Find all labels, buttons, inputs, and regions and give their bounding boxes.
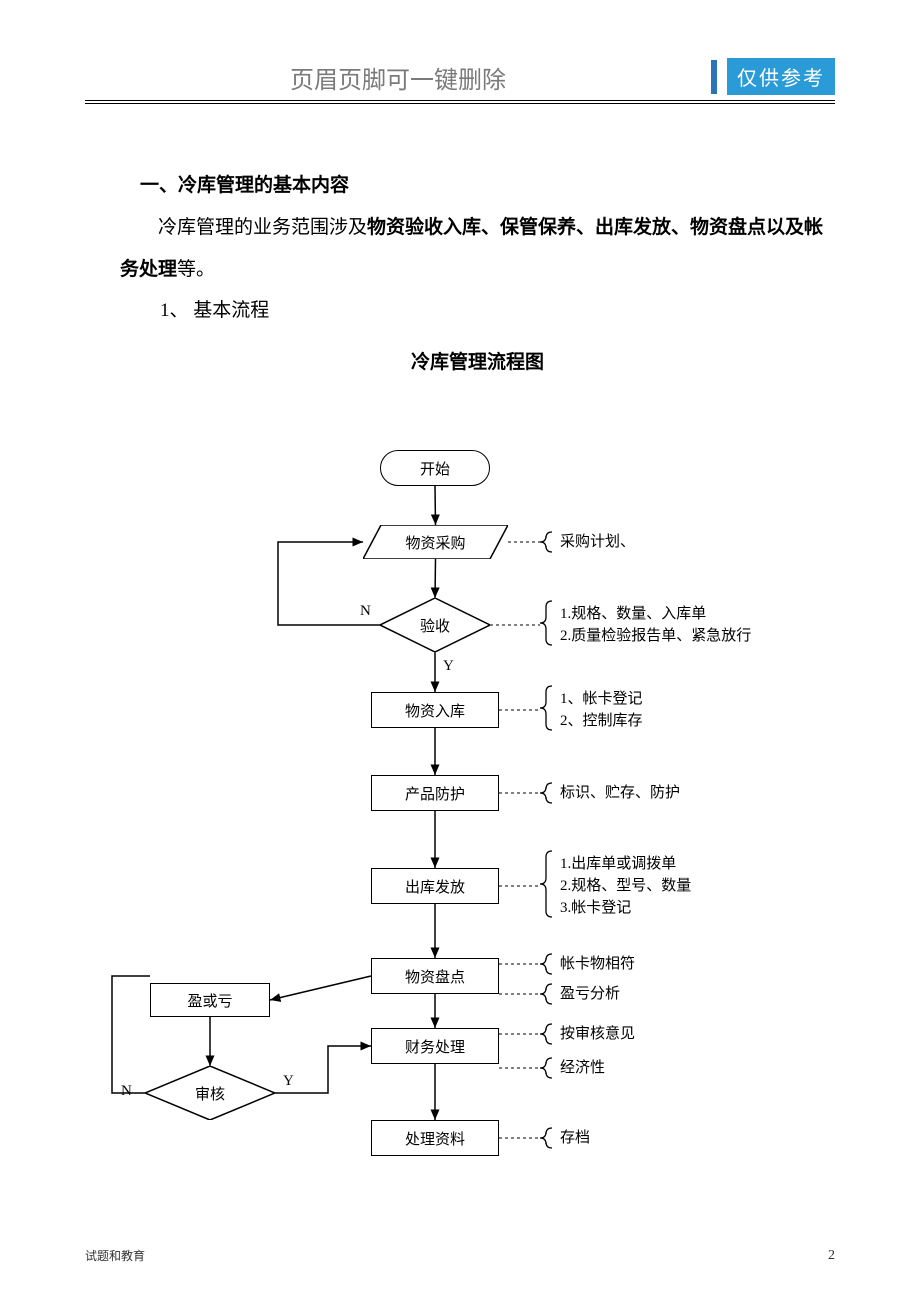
header-title: 页眉页脚可一键删除 (290, 60, 506, 95)
subsection-heading: 1、 基本流程 (160, 290, 835, 332)
document-body: 一、冷库管理的基本内容 冷库管理的业务范围涉及物资验收入库、保管保养、出库发放、… (120, 165, 835, 384)
flow-annotation: 帐卡物相符 (560, 953, 635, 976)
section-paragraph: 冷库管理的业务范围涉及物资验收入库、保管保养、出库发放、物资盘点以及帐务处理等。 (120, 207, 835, 291)
flow-annotation: 1.规格、数量、入库单 (560, 603, 706, 626)
flow-node-start: 开始 (380, 450, 490, 486)
flow-annotation: 盈亏分析 (560, 983, 620, 1006)
reference-badge: 仅供参考 (727, 58, 835, 95)
flow-annotation: 2.规格、型号、数量 (560, 875, 691, 898)
flow-node-inspect: 验收 (380, 598, 490, 652)
flow-annotation: 2、控制库存 (560, 710, 643, 733)
flow-annotation: 1.出库单或调拨单 (560, 853, 676, 876)
header-rule-2 (85, 103, 835, 104)
flowchart: 开始物资采购验收物资入库产品防护出库发放物资盘点财务处理处理资料 盈或亏审核 Y N Y… (0, 450, 920, 1250)
flow-annotation: 1、帐卡登记 (560, 688, 643, 711)
footer-page-number: 2 (828, 1248, 835, 1264)
flow-annotation: 标识、贮存、防护 (560, 782, 680, 805)
flow-label: N (121, 1083, 132, 1100)
flowchart-title: 冷库管理流程图 (120, 342, 835, 384)
flow-node-stockin: 物资入库 (371, 692, 499, 728)
flow-annotation: 经济性 (560, 1057, 605, 1080)
para-suffix: 等。 (177, 259, 215, 280)
flow-annotation: 采购计划、 (560, 531, 635, 554)
flow-label: Y (283, 1073, 294, 1090)
page-header: 页眉页脚可一键删除 仅供参考 (85, 58, 835, 101)
footer-left: 试题和教育 (85, 1247, 145, 1264)
section-heading: 一、冷库管理的基本内容 (140, 165, 835, 207)
flow-node-audit: 审核 (145, 1066, 275, 1120)
flow-label: N (360, 603, 371, 620)
flow-node-finance: 财务处理 (371, 1028, 499, 1064)
flow-annotation: 3.帐卡登记 (560, 897, 631, 920)
flow-node-archive: 处理资料 (371, 1120, 499, 1156)
para-prefix: 冷库管理的业务范围涉及 (158, 217, 367, 238)
flow-node-profit: 盈或亏 (150, 983, 270, 1017)
flowchart-svg (0, 450, 920, 1210)
flow-annotation: 存档 (560, 1127, 590, 1150)
badge-wrap: 仅供参考 (711, 58, 835, 95)
badge-bar (711, 60, 717, 94)
header-rule (85, 100, 835, 101)
flow-annotation: 按审核意见 (560, 1023, 635, 1046)
flow-node-purchase: 物资采购 (363, 525, 508, 559)
flow-node-protect: 产品防护 (371, 775, 499, 811)
flow-label: Y (443, 658, 454, 675)
flow-node-stockout: 出库发放 (371, 868, 499, 904)
flow-annotation: 2.质量检验报告单、紧急放行 (560, 625, 751, 648)
flow-node-inventory: 物资盘点 (371, 958, 499, 994)
